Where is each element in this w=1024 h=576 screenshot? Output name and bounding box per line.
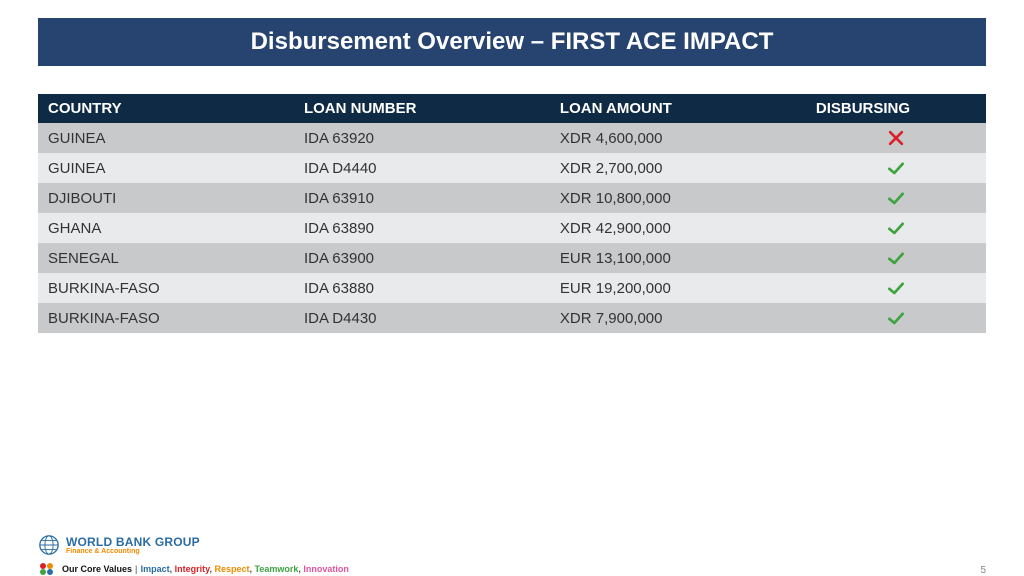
- table-col-header: DISBURSING: [806, 94, 986, 123]
- table-cell: EUR 19,200,000: [550, 273, 806, 303]
- disbursing-cell: [806, 273, 986, 303]
- table-row: SENEGALIDA 63900EUR 13,100,000: [38, 243, 986, 273]
- slide: Disbursement Overview – FIRST ACE IMPACT…: [0, 18, 1024, 576]
- check-icon: [883, 218, 909, 238]
- org-logo-text: WORLD BANK GROUP Finance & Accounting: [66, 536, 200, 555]
- table-cell: BURKINA-FASO: [38, 273, 294, 303]
- footer: WORLD BANK GROUP Finance & Accounting Ou…: [38, 534, 986, 576]
- globe-icon: [38, 534, 60, 556]
- values-row: Our Core Values|Impact, Integrity, Respe…: [38, 562, 986, 576]
- table-cell: GUINEA: [38, 153, 294, 183]
- org-name: WORLD BANK GROUP: [66, 536, 200, 548]
- table-body: GUINEAIDA 63920XDR 4,600,000GUINEAIDA D4…: [38, 123, 986, 333]
- check-icon: [883, 248, 909, 268]
- table-cell: XDR 42,900,000: [550, 213, 806, 243]
- disbursing-cell: [806, 153, 986, 183]
- table-row: GHANAIDA 63890XDR 42,900,000: [38, 213, 986, 243]
- table-row: DJIBOUTIIDA 63910XDR 10,800,000: [38, 183, 986, 213]
- table-cell: EUR 13,100,000: [550, 243, 806, 273]
- title-bar: Disbursement Overview – FIRST ACE IMPACT: [38, 18, 986, 66]
- logo-row: WORLD BANK GROUP Finance & Accounting: [38, 534, 986, 556]
- table-cell: IDA 63890: [294, 213, 550, 243]
- check-icon: [883, 278, 909, 298]
- table-col-header: LOAN NUMBER: [294, 94, 550, 123]
- table-cell: BURKINA-FASO: [38, 303, 294, 333]
- check-icon: [883, 158, 909, 178]
- table-cell: GUINEA: [38, 123, 294, 153]
- table-col-header: COUNTRY: [38, 94, 294, 123]
- disbursing-cell: [806, 183, 986, 213]
- table-row: BURKINA-FASOIDA D4430XDR 7,900,000: [38, 303, 986, 333]
- table-cell: XDR 7,900,000: [550, 303, 806, 333]
- table-cell: SENEGAL: [38, 243, 294, 273]
- table-cell: XDR 10,800,000: [550, 183, 806, 213]
- disbursing-cell: [806, 303, 986, 333]
- table-row: GUINEAIDA 63920XDR 4,600,000: [38, 123, 986, 153]
- table-cell: IDA D4430: [294, 303, 550, 333]
- page-title: Disbursement Overview – FIRST ACE IMPACT: [251, 28, 774, 55]
- table-cell: DJIBOUTI: [38, 183, 294, 213]
- table-cell: IDA D4440: [294, 153, 550, 183]
- table-row: BURKINA-FASOIDA 63880EUR 19,200,000: [38, 273, 986, 303]
- table-cell: IDA 63900: [294, 243, 550, 273]
- org-subtitle: Finance & Accounting: [66, 548, 200, 555]
- cross-icon: [883, 128, 909, 148]
- disbursing-cell: [806, 213, 986, 243]
- table-row: GUINEAIDA D4440XDR 2,700,000: [38, 153, 986, 183]
- page-number: 5: [980, 565, 986, 576]
- table-cell: IDA 63880: [294, 273, 550, 303]
- values-dots-icon: [38, 562, 56, 576]
- disbursement-table-wrap: COUNTRYLOAN NUMBERLOAN AMOUNTDISBURSING …: [38, 94, 986, 333]
- values-text: Our Core Values|Impact, Integrity, Respe…: [62, 564, 349, 574]
- table-cell: XDR 4,600,000: [550, 123, 806, 153]
- disbursing-cell: [806, 123, 986, 153]
- table-cell: IDA 63910: [294, 183, 550, 213]
- table-cell: GHANA: [38, 213, 294, 243]
- check-icon: [883, 188, 909, 208]
- disbursing-cell: [806, 243, 986, 273]
- disbursement-table: COUNTRYLOAN NUMBERLOAN AMOUNTDISBURSING …: [38, 94, 986, 333]
- check-icon: [883, 308, 909, 328]
- table-header-row: COUNTRYLOAN NUMBERLOAN AMOUNTDISBURSING: [38, 94, 986, 123]
- table-cell: IDA 63920: [294, 123, 550, 153]
- table-col-header: LOAN AMOUNT: [550, 94, 806, 123]
- table-cell: XDR 2,700,000: [550, 153, 806, 183]
